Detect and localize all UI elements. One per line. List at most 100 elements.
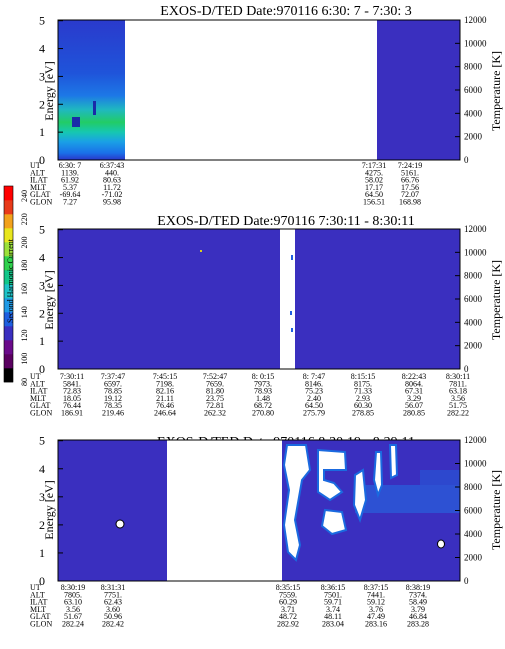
orbit-row-label: ALT bbox=[30, 168, 45, 177]
orbit-cell: 3.74 bbox=[326, 605, 340, 614]
colorbar-tick-label: 180 bbox=[20, 260, 29, 272]
panel-2: EXOS-D/TED Date:970116 7:30:11 - 8:30:11… bbox=[30, 214, 503, 418]
colorbar-segment bbox=[4, 270, 13, 285]
orbit-cell: 8:35:15 bbox=[276, 583, 300, 592]
orbit-cell: 68.72 bbox=[254, 401, 272, 410]
orbit-cell: 7:37:47 bbox=[101, 372, 125, 381]
orbit-cell: 67.31 bbox=[405, 387, 423, 396]
panel-1: EXOS-D/TED Date:970116 6:30: 7 - 7:30: 3… bbox=[30, 4, 503, 207]
orbit-cell: 7198. bbox=[156, 379, 174, 388]
orbit-cell: 282.92 bbox=[277, 620, 299, 629]
panel-3-left-tick-label: 0 bbox=[39, 574, 45, 588]
orbit-cell: 5841. bbox=[63, 379, 81, 388]
orbit-cell: 7805. bbox=[64, 590, 82, 599]
orbit-cell: 7:45:15 bbox=[153, 372, 177, 381]
colorbar-label: Second Harmonic Current bbox=[6, 238, 15, 323]
orbit-cell: 17.17 bbox=[365, 183, 383, 192]
orbit-row-label: GLON bbox=[30, 620, 52, 629]
orbit-row-label: ILAT bbox=[30, 598, 47, 607]
orbit-cell: 78.93 bbox=[254, 387, 272, 396]
orbit-cell: 11.72 bbox=[103, 183, 121, 192]
colorbar-segment bbox=[4, 242, 13, 257]
orbit-cell: 7441. bbox=[367, 590, 385, 599]
orbit-cell: 58.49 bbox=[409, 598, 427, 607]
panel-1-left-tick-label: 2 bbox=[39, 97, 45, 111]
colorbar-segment bbox=[4, 326, 13, 341]
panel-2-right-tick-label: 4000 bbox=[464, 317, 483, 327]
orbit-cell: 7:30:11 bbox=[60, 372, 84, 381]
panel-3-right-tick-label: 8000 bbox=[464, 482, 483, 492]
panel-3-saturation-dot bbox=[437, 539, 445, 549]
panel-3-saturation-region bbox=[352, 468, 368, 524]
orbit-cell: 59.71 bbox=[324, 598, 342, 607]
panel-3: EXOS-D/TED Date:970116 8:30:19 - 8:39:11… bbox=[30, 434, 503, 629]
colorbar-ticks: 80 100 120 140 160 180 200 220 240 bbox=[20, 190, 29, 386]
orbit-cell: 5.37 bbox=[63, 183, 77, 192]
colorbar-tick-label: 220 bbox=[20, 213, 29, 225]
orbit-cell: 19.12 bbox=[104, 394, 122, 403]
orbit-row-label: GLAT bbox=[30, 190, 51, 199]
colorbar-tick-label: 140 bbox=[20, 306, 29, 318]
panel-2-left-tick-label: 0 bbox=[39, 362, 45, 376]
orbit-cell: 280.85 bbox=[403, 409, 425, 418]
orbit-cell: 283.16 bbox=[365, 620, 387, 629]
orbit-cell: 3.56 bbox=[451, 394, 465, 403]
colorbar-segment bbox=[4, 368, 13, 383]
orbit-cell: -71.02 bbox=[102, 190, 123, 199]
orbit-cell: 60.30 bbox=[354, 401, 372, 410]
colorbar-scale bbox=[3, 185, 14, 383]
colorbar-tick-label: 160 bbox=[20, 283, 29, 295]
orbit-cell: 246.64 bbox=[154, 409, 176, 418]
panel-2-data-gap bbox=[280, 229, 295, 369]
panel-2-left-tick-label: 3 bbox=[39, 278, 45, 292]
colorbar-tick-label: 80 bbox=[20, 378, 29, 386]
orbit-cell: 81.80 bbox=[206, 387, 224, 396]
orbit-cell: 8175. bbox=[354, 379, 372, 388]
orbit-row-label: ALT bbox=[30, 590, 45, 599]
orbit-cell: 283.28 bbox=[407, 620, 429, 629]
orbit-cell: 48.11 bbox=[324, 612, 342, 621]
orbit-cell: 56.07 bbox=[405, 401, 423, 410]
orbit-cell: 7374. bbox=[409, 590, 427, 599]
orbit-cell: 3.76 bbox=[369, 605, 383, 614]
panel-3-right-tick-label: 6000 bbox=[464, 506, 483, 516]
orbit-cell: 64.50 bbox=[365, 190, 383, 199]
colorbar-tick-label: 100 bbox=[20, 353, 29, 365]
orbit-cell: 270.80 bbox=[252, 409, 274, 418]
orbit-cell: 63.18 bbox=[449, 387, 467, 396]
orbit-cell: 62.43 bbox=[104, 598, 122, 607]
panel-1-title: EXOS-D/TED Date:970116 6:30: 7 - 7:30: 3 bbox=[160, 4, 411, 19]
orbit-cell: 7659. bbox=[206, 379, 224, 388]
orbit-cell: 51.75 bbox=[449, 401, 467, 410]
panel-2-axes: 0 1 2 3 4 5 0 2000 4000 6000 8000 10000 12000 bbox=[39, 223, 487, 376]
panel-3-left-tick-label: 4 bbox=[39, 462, 45, 476]
orbit-cell: 5161. bbox=[401, 168, 419, 177]
orbit-cell: 4275. bbox=[365, 168, 383, 177]
orbit-cell: 7811. bbox=[449, 379, 467, 388]
orbit-cell: 75.23 bbox=[305, 387, 323, 396]
orbit-cell: 7751. bbox=[104, 590, 122, 599]
orbit-cell: 283.04 bbox=[322, 620, 344, 629]
panel-3-y2label: Temperature [K] bbox=[489, 470, 503, 550]
orbit-cell: 8064. bbox=[405, 379, 423, 388]
panel-2-left-tick-label: 1 bbox=[39, 334, 45, 348]
panel-3-saturation-dot bbox=[115, 519, 125, 529]
orbit-cell: 8146. bbox=[305, 379, 323, 388]
orbit-cell: 8:36:15 bbox=[321, 583, 345, 592]
orbit-cell: 282.22 bbox=[447, 409, 469, 418]
colorbar-segment bbox=[4, 256, 13, 271]
orbit-cell: 8:30:11 bbox=[446, 372, 470, 381]
orbit-cell: 1139. bbox=[61, 168, 79, 177]
orbit-row-label: GLON bbox=[30, 198, 52, 207]
panel-1-right-tick-label: 8000 bbox=[464, 62, 483, 72]
colorbar-segment bbox=[4, 228, 13, 243]
orbit-cell: 278.85 bbox=[352, 409, 374, 418]
orbit-cell: 21.11 bbox=[156, 394, 174, 403]
panel-1-right-tick-label: 0 bbox=[464, 155, 469, 165]
panel-3-saturation-region bbox=[320, 508, 348, 536]
panel-3-left-tick-label: 3 bbox=[39, 490, 45, 504]
orbit-cell: 8:37:15 bbox=[364, 583, 388, 592]
colorbar: 80 100 120 140 160 180 200 220 240 Second Harmon… bbox=[3, 185, 29, 386]
